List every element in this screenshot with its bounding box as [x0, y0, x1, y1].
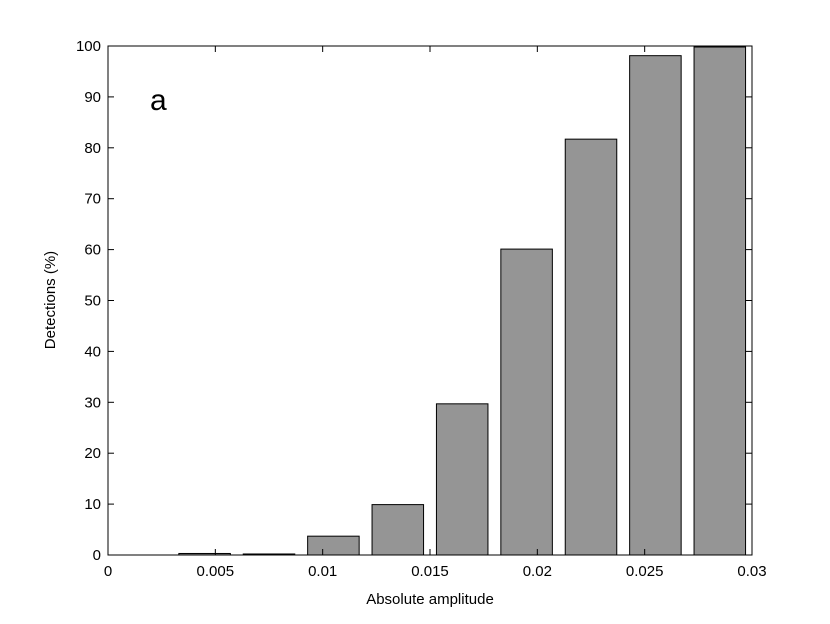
y-tick-label: 50	[84, 293, 101, 310]
bar	[307, 535, 360, 556]
y-axis-label: Detections (%)	[42, 251, 59, 349]
x-axis-label: Absolute amplitude	[366, 591, 494, 608]
bar	[564, 138, 618, 556]
y-tick-label: 80	[84, 140, 101, 157]
y-tick-label: 60	[84, 242, 101, 259]
x-tick-label: 0.025	[626, 563, 664, 580]
y-tick-label: 30	[84, 394, 101, 411]
x-tick-label: 0.01	[308, 563, 337, 580]
x-tick-label: 0.02	[523, 563, 552, 580]
y-tick-label: 0	[93, 547, 101, 564]
bar	[629, 55, 682, 556]
bar	[371, 504, 425, 556]
bar	[693, 46, 747, 556]
panel-label: a	[150, 84, 167, 117]
x-tick-label: 0.03	[737, 563, 766, 580]
y-tick-label: 90	[84, 89, 101, 106]
y-tick-label: 100	[76, 38, 101, 55]
y-tick-label: 10	[84, 496, 101, 513]
y-tick-label: 40	[84, 343, 101, 360]
bar	[500, 248, 553, 556]
bar	[435, 403, 489, 556]
x-tick-label: 0.005	[197, 563, 235, 580]
y-tick-label: 20	[84, 445, 101, 462]
y-tick-label: 70	[84, 191, 101, 208]
x-tick-label: 0	[104, 563, 112, 580]
x-tick-label: 0.015	[411, 563, 449, 580]
